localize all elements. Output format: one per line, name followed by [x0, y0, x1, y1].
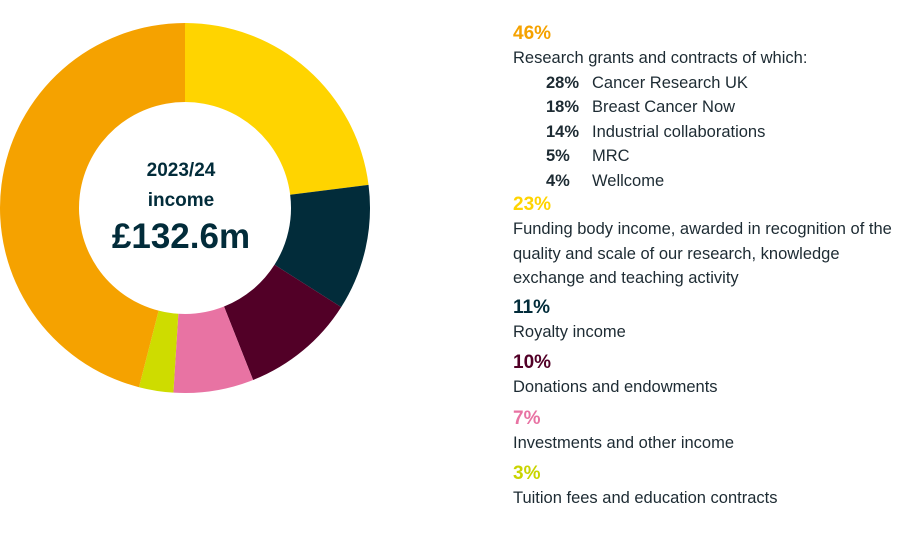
donut-slice-tuition-fees-and-education-contracts	[138, 310, 179, 393]
donut-slice-investments-and-other-income	[173, 306, 254, 394]
legend-label: Royalty income	[513, 322, 626, 341]
legend-item-investments: 7% Investments and other income	[513, 407, 905, 456]
donut-slices	[0, 23, 370, 394]
center-year-label: 2023/24	[147, 160, 216, 181]
donut-slice-royalty-income	[274, 184, 370, 308]
legend-pct: 10%	[513, 352, 552, 373]
legend-pct: 7%	[513, 407, 541, 429]
legend-label: Investments and other income	[513, 433, 735, 452]
legend-subitem-pct: 4%	[546, 171, 570, 190]
legend-subitem-pct: 28%	[546, 73, 580, 92]
legend-label: Research grants and contracts of which:	[513, 49, 808, 67]
center-total-value: £132.6m	[112, 217, 250, 256]
legend-pct: 46%	[513, 23, 552, 44]
legend-item-research: 46% Research grants and contracts of whi…	[513, 22, 905, 193]
legend-subitem: 5% MRC	[513, 144, 905, 169]
legend-subitem-pct: 5%	[546, 147, 570, 165]
center-income-label: income	[148, 190, 215, 211]
legend-subitem: 4% Wellcome	[513, 169, 905, 194]
donut-slice-funding-body-income	[185, 23, 369, 195]
legend-subitem-label: Cancer Research UK	[592, 73, 748, 92]
chart-legend: 46% Research grants and contracts of whi…	[513, 22, 905, 518]
legend-subitem: 14% Industrial collaborations	[513, 120, 905, 145]
legend-item-tuition: 3% Tuition fees and education contracts	[513, 462, 905, 511]
legend-subitem-label: Wellcome	[592, 171, 665, 190]
donut-slice-donations-and-endowments	[224, 264, 342, 381]
legend-subitem-label: MRC	[592, 147, 630, 165]
legend-item-funding-body: 23% Funding body income, awarded in reco…	[513, 193, 905, 291]
legend-item-royalty: 11% Royalty income	[513, 296, 905, 345]
legend-item-donations: 10% Donations and endowments	[513, 351, 905, 400]
legend-pct: 23%	[513, 194, 552, 215]
legend-pct: 3%	[513, 463, 541, 484]
legend-label: Funding body income, awarded in recognit…	[513, 220, 892, 287]
legend-subitem-label: Breast Cancer Now	[592, 98, 736, 116]
legend-subitem: 18% Breast Cancer Now	[513, 95, 905, 120]
legend-subitem: 28% Cancer Research UK	[513, 71, 905, 96]
legend-subitem-label: Industrial collaborations	[592, 122, 766, 141]
legend-subitem-pct: 18%	[546, 98, 580, 116]
legend-subitem-pct: 14%	[546, 122, 580, 141]
legend-pct: 11%	[513, 296, 550, 318]
legend-label: Donations and endowments	[513, 378, 718, 396]
legend-label: Tuition fees and education contracts	[513, 489, 778, 507]
donut-slice-research-grants-and-contracts	[0, 23, 185, 388]
income-donut-chart: 2023/24 income £132.6m	[0, 23, 370, 394]
